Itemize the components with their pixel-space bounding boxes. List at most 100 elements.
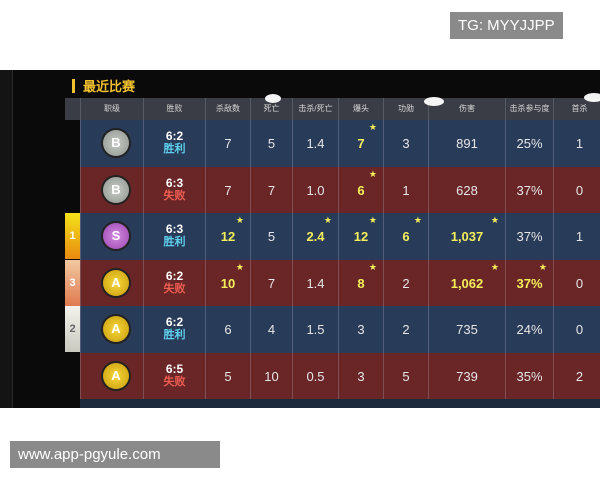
match-row-partial[interactable] — [80, 399, 600, 408]
star-icon: ★ — [368, 122, 377, 132]
stat-value: 1 — [575, 229, 584, 244]
watermark-top: TG: MYYJJPP — [450, 12, 563, 39]
tier-badge-icon: A — [103, 316, 129, 342]
stat-value: 7 — [357, 136, 365, 151]
stat-value: 2 — [402, 322, 410, 337]
result-label: 胜利 — [163, 236, 186, 248]
tier-badge-icon: B — [103, 130, 129, 156]
column-header[interactable]: 首杀 — [553, 98, 600, 120]
stat-value: 5 — [267, 229, 276, 244]
result-cell: 6:2 胜利 — [143, 306, 205, 353]
stat-value: 12 — [353, 229, 369, 244]
column-header[interactable]: 伤害 — [428, 98, 505, 120]
match-row[interactable]: S 6:3 胜利 12 ★ 5 2.4 ★ 12 ★ 6 ★ 1,037 ★ 37% 1 — [80, 213, 600, 260]
stat-cell-1: 7 — [250, 166, 292, 214]
section-title-text: 最近比赛 — [83, 79, 136, 94]
stat-cell-6: 25% — [505, 120, 553, 167]
stat-cell-5: 1,062 ★ — [428, 259, 505, 307]
stat-cell-1: 10 — [250, 352, 292, 400]
stat-cell-7: 0 — [553, 259, 600, 307]
star-icon: ★ — [490, 261, 499, 272]
stat-value: 10 — [264, 368, 279, 384]
stat-value: 37% — [516, 229, 543, 244]
column-header[interactable]: 杀敌数 — [205, 98, 250, 120]
result-cell: 6:5 失败 — [143, 352, 205, 400]
match-row[interactable]: B 6:2 胜利 7 5 1.4 7 ★ 3 891 25% 1 — [80, 120, 600, 167]
stat-value: 25% — [516, 136, 543, 151]
stat-value: 5 — [224, 368, 232, 384]
stat-value: 35% — [516, 368, 543, 384]
star-icon: ★ — [323, 215, 332, 225]
match-row[interactable]: A 6:5 失败 5 10 0.5 3 5 739 35% 2 — [80, 352, 600, 400]
stat-value: 739 — [456, 368, 478, 384]
star-icon: ★ — [368, 168, 377, 179]
stat-cell-4: 6 ★ — [383, 213, 428, 260]
stat-value: 1.4 — [306, 136, 325, 151]
stat-value: 3 — [357, 322, 365, 337]
result-label: 胜利 — [163, 143, 186, 155]
rank-badge: 1 — [65, 213, 80, 259]
stat-value: 1,062 — [450, 275, 484, 291]
tier-badge-icon: S — [103, 223, 129, 249]
result-label: 失败 — [163, 375, 186, 388]
column-header[interactable]: 击杀/死亡 — [292, 98, 338, 120]
stat-value: 2 — [575, 368, 584, 384]
stat-cell-5: 891 — [428, 120, 505, 167]
stat-cell-3: 3 — [338, 352, 383, 400]
match-score: 6:3 — [165, 175, 184, 190]
tier-badge-icon: A — [103, 362, 129, 389]
stat-value: 4 — [267, 322, 276, 337]
stat-cell-3: 6 ★ — [338, 166, 383, 214]
column-header[interactable]: 爆头 — [338, 98, 383, 120]
column-header[interactable]: 胜败 — [143, 98, 205, 120]
result-cell: 6:3 失败 — [143, 166, 205, 214]
stat-value: 6 — [224, 322, 232, 337]
stat-cell-2: 1.5 — [292, 306, 338, 353]
column-header[interactable]: 死亡 — [250, 98, 292, 120]
rank-badge: 3 — [65, 259, 80, 306]
watermark-bottom: www.app-pgyule.com — [10, 441, 220, 468]
table-header: 职级 胜败 杀敌数 死亡 击杀/死亡 爆头 功勋 伤害 击杀参与度 首杀 — [65, 98, 600, 120]
stat-value: 8 — [357, 275, 365, 291]
stat-value: 0 — [575, 322, 584, 337]
column-header[interactable]: 功勋 — [383, 98, 428, 120]
stat-cell-2: 1.0 — [292, 166, 338, 214]
stat-cell-6: 37% — [505, 166, 553, 214]
star-icon: ★ — [368, 261, 377, 272]
stat-cell-7: 2 — [553, 352, 600, 400]
tier-badge-icon: B — [103, 176, 129, 203]
stat-cell-0: 12 ★ — [205, 213, 250, 260]
stat-cell-3: 3 — [338, 306, 383, 353]
stat-cell-7: 0 — [553, 306, 600, 353]
stat-value: 735 — [456, 322, 478, 337]
match-row[interactable]: A 6:2 失败 10 ★ 7 1.4 8 ★ 2 1,062 ★ 37% ★ 0 — [80, 259, 600, 307]
stat-cell-4: 5 — [383, 352, 428, 400]
stat-value: 628 — [456, 182, 478, 198]
stat-value: 1.5 — [306, 322, 325, 337]
stat-cell-5: 739 — [428, 352, 505, 400]
stat-cell-4: 2 — [383, 306, 428, 353]
match-score: 6:2 — [165, 268, 184, 283]
monitor-bezel — [0, 70, 13, 408]
stat-value: 1,037 — [450, 229, 484, 244]
column-header[interactable]: 击杀参与度 — [505, 98, 553, 120]
stat-cell-2: 1.4 — [292, 120, 338, 167]
stat-cell-3: 7 ★ — [338, 120, 383, 167]
tier-cell: B — [80, 120, 143, 167]
stat-cell-5: 735 — [428, 306, 505, 353]
match-row[interactable]: A 6:2 胜利 6 4 1.5 3 2 735 24% 0 — [80, 306, 600, 353]
stat-cell-3: 8 ★ — [338, 259, 383, 307]
column-header[interactable]: 职级 — [80, 98, 143, 120]
stat-cell-7: 0 — [553, 166, 600, 214]
stat-value: 3 — [402, 136, 410, 151]
result-cell: 6:3 胜利 — [143, 213, 205, 260]
stat-value: 10 — [220, 275, 236, 291]
stat-cell-6: 35% — [505, 352, 553, 400]
stat-value: 3 — [357, 368, 365, 384]
stat-value: 1 — [575, 136, 584, 151]
tier-cell: B — [80, 166, 143, 214]
star-icon: ★ — [368, 215, 377, 225]
stat-cell-4: 3 — [383, 120, 428, 167]
match-row[interactable]: B 6:3 失败 7 7 1.0 6 ★ 1 628 37% 0 — [80, 166, 600, 214]
stat-cell-0: 6 — [205, 306, 250, 353]
